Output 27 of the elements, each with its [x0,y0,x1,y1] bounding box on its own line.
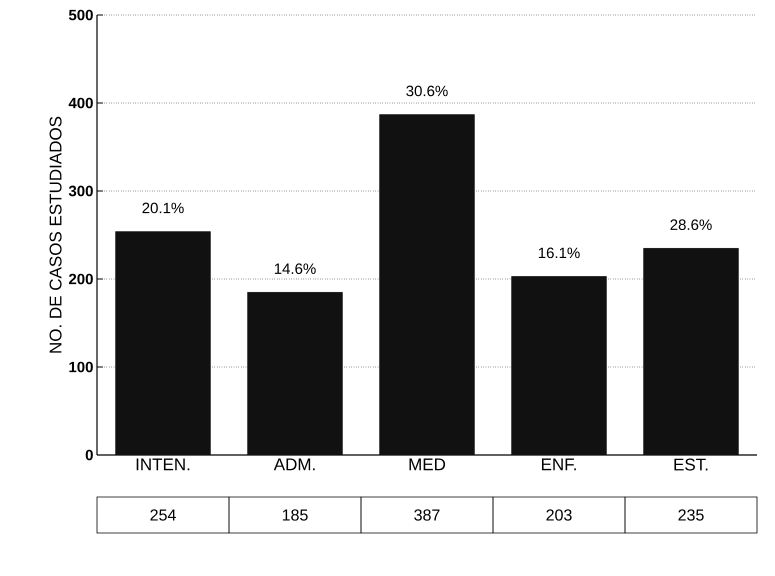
bar [643,248,739,456]
data-label: 203 [546,509,572,521]
y-tick-label: 400 [68,98,93,108]
x-tick-label: INTEN. [136,458,190,470]
y-tick-label: 500 [68,10,93,20]
y-axis-title: NO. DE CASOS ESTUDIADOS [50,116,62,353]
data-label: 254 [150,509,176,521]
data-label: 235 [678,509,704,521]
annotation: 20.1% [142,202,184,214]
annotation: 14.6% [274,263,316,274]
bar [247,292,343,456]
y-tick-label: 200 [68,274,93,284]
bar [379,114,475,456]
y-tick-label: 0 [86,450,93,460]
data-label: 185 [282,509,308,521]
annotation: 16.1% [538,248,580,258]
annotation: 30.6% [406,86,448,96]
annotation: 28.6% [670,219,712,230]
data-label: 387 [414,509,440,521]
bar [511,276,607,456]
x-tick-label: EST. [674,458,708,471]
y-tick-label: 300 [68,186,93,196]
y-tick-label: 100 [69,362,93,372]
x-tick-label: ENF. [542,458,576,470]
x-tick-label: ADM. [274,458,315,470]
x-tick-label: MED [410,458,446,470]
bar [115,231,211,456]
